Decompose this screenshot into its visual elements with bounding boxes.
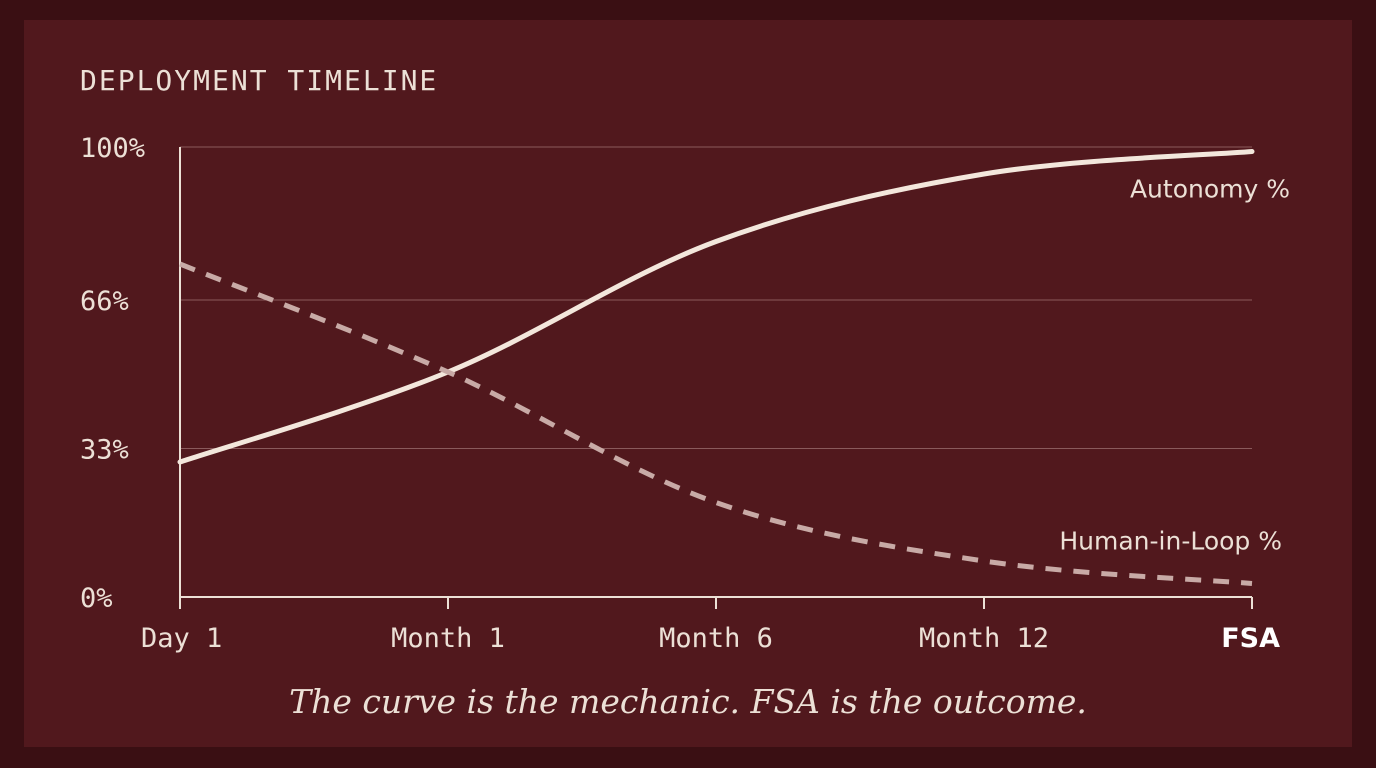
autonomy-line xyxy=(177,149,1255,465)
autonomy-label: Autonomy % xyxy=(1130,175,1290,204)
y-tick-label: 100% xyxy=(80,133,145,164)
human-in-loop-label: Human-in-Loop % xyxy=(1059,527,1282,556)
chart-title: DEPLOYMENT TIMELINE xyxy=(80,64,439,97)
x-tick-label: Month 1 xyxy=(391,623,505,654)
y-tick-label: 0% xyxy=(80,583,113,614)
axis-layer xyxy=(179,147,1253,609)
x-tick-label: Month 12 xyxy=(919,623,1049,654)
series-layer xyxy=(177,149,1255,586)
human-in-loop-line xyxy=(179,261,1253,586)
label-layer: 0% 33% 66% 100% Day 1 Month 1 Month 6 Month 12 F… xyxy=(80,133,1290,654)
x-tick-label: Day 1 xyxy=(141,623,222,654)
y-tick-label: 66% xyxy=(80,286,129,317)
chart-caption: The curve is the mechanic. FSA is the ou… xyxy=(289,682,1087,721)
x-tick-label: FSA xyxy=(1221,623,1280,654)
x-tick-label: Month 6 xyxy=(659,623,773,654)
chart-panel xyxy=(24,20,1352,747)
y-tick-label: 33% xyxy=(80,435,129,466)
grid-layer xyxy=(180,146,1252,449)
